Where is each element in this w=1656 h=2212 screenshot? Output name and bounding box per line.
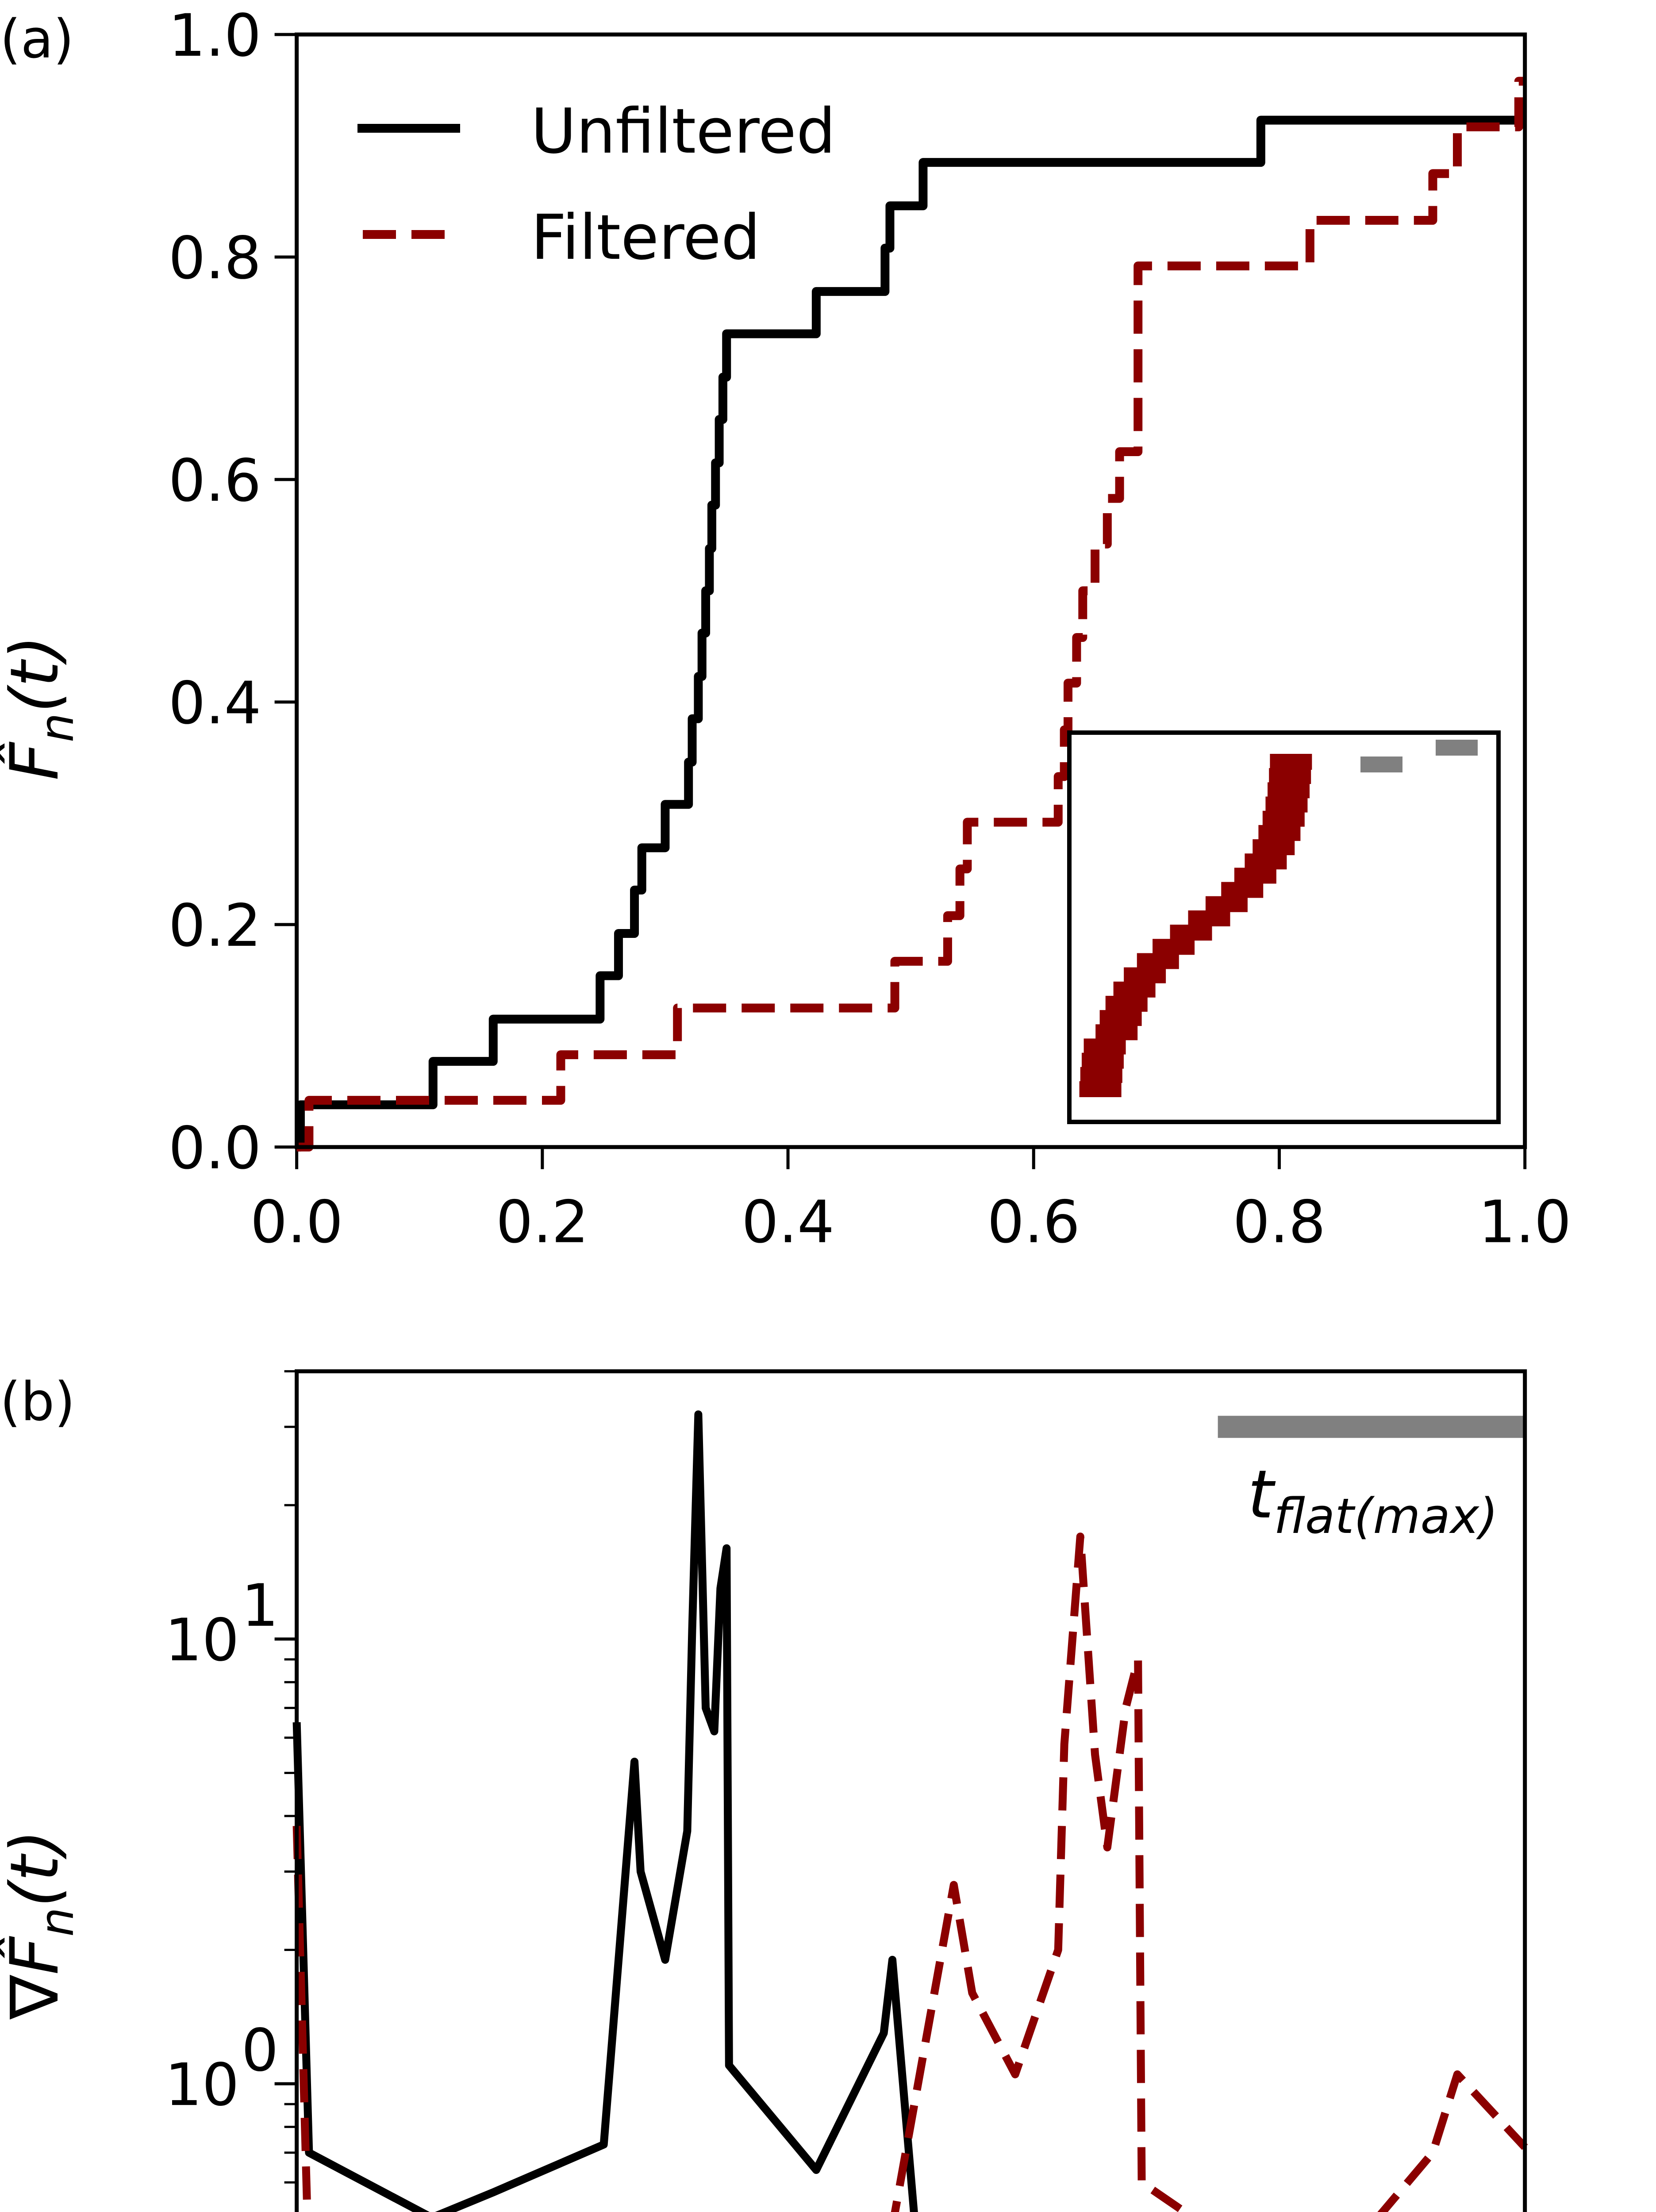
y-tick-label: 0.2 (169, 892, 261, 960)
inset-step (1245, 853, 1287, 870)
panel-a-label: (a) (0, 9, 74, 70)
y-tick-label: 10 (165, 2051, 239, 2119)
inset-step (1270, 754, 1312, 770)
panel-b: (b) 0.00.20.40.60.81.0100101 ∇F̂n(t) tre… (0, 1369, 1528, 2212)
inset-step (1253, 839, 1295, 856)
legend-filtered-label: Filtered (531, 202, 761, 274)
x-tick-label: 0.0 (250, 1188, 343, 1256)
inset-step (1205, 896, 1248, 912)
panel-b-annotations (1218, 1416, 1525, 1438)
panel-b-label: (b) (0, 1371, 75, 1433)
legend-unfiltered-label: Unfiltered (531, 96, 836, 168)
inset-step (1081, 1052, 1124, 1069)
x-tick-label: 0.8 (1233, 1188, 1326, 1256)
y-tick-exponent: 1 (242, 1572, 279, 1640)
inset-step (1258, 825, 1301, 841)
inset-step (1099, 1010, 1142, 1026)
panel-b-frame (295, 1369, 1527, 2212)
inset-step (1221, 882, 1264, 898)
inset-step (1080, 1067, 1122, 1083)
y-tick-exponent: 0 (242, 2016, 279, 2085)
inset-gray-marker-1 (1360, 757, 1402, 772)
panel-a: (a) 0.0 0.2 0.4 0.6 0.8 1.0 0.0 0.2 0.4 0.6 0.8 1.0… (0, 2, 1571, 1256)
y-tick-label: 0.4 (169, 669, 261, 737)
panel-b-lines (292, 1410, 1528, 2212)
series-unfiltered (292, 1410, 918, 2212)
y-tick-label: 10 (165, 1606, 239, 1674)
inset-gray-marker-2 (1436, 740, 1478, 756)
series-filtered (296, 77, 1525, 1152)
inset-step (1113, 981, 1156, 998)
tflat-label: tflat(max) (1248, 1456, 1498, 1544)
x-tick-label: 0.4 (742, 1188, 834, 1256)
inset-step (1124, 967, 1166, 983)
inset-step (1105, 995, 1148, 1012)
inset-step (1079, 1081, 1122, 1097)
panel-b-ticks: 0.00.20.40.60.81.0100101 (165, 1370, 297, 2184)
x-tick-label: 1.0 (1479, 1188, 1571, 1256)
inset-step (1170, 925, 1212, 941)
y-tick-label: 0.0 (169, 1114, 261, 1183)
inset-step (1153, 939, 1195, 955)
inset-step (1137, 953, 1179, 969)
series-unfiltered (296, 115, 1525, 1152)
legend: Unfiltered Filtered (357, 96, 836, 274)
panel-a-ylabel: F̂n(t) (0, 635, 84, 781)
inset-step (1269, 768, 1311, 784)
inset-step (1262, 810, 1305, 827)
panel-a-frame (295, 32, 1527, 1149)
x-tick-label: 0.6 (987, 1188, 1080, 1256)
inset-step (1188, 910, 1230, 926)
panel-a-lines (296, 77, 1525, 1152)
x-tick-label: 0.2 (496, 1188, 589, 1256)
inset-step (1095, 1024, 1138, 1041)
inset-staircase (1079, 754, 1312, 1097)
inset-step (1268, 782, 1310, 799)
inset-step (1265, 796, 1308, 813)
panel-a-ticks: 0.0 0.2 0.4 0.6 0.8 1.0 0.0 0.2 0.4 0.6 0.8 1.0 (169, 2, 1571, 1256)
inset-step (1234, 868, 1276, 884)
y-tick-label: 1.0 (169, 2, 261, 70)
panel-b-ylabel: ∇F̂n(t) (0, 1829, 84, 2020)
series-filtered (292, 1532, 1528, 2212)
inset (1067, 730, 1501, 1124)
y-tick-label: 0.8 (169, 224, 261, 292)
y-tick-label: 0.6 (169, 447, 261, 515)
inset-step (1084, 1038, 1126, 1055)
